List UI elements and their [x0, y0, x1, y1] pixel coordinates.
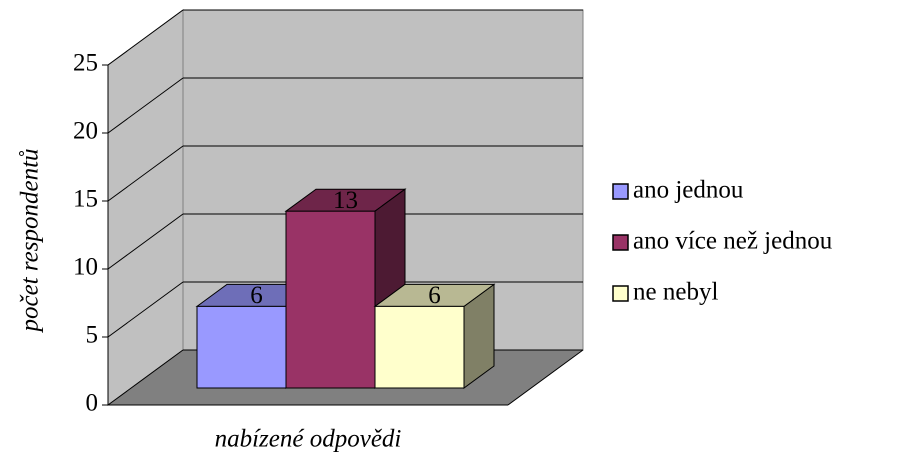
bar	[285, 210, 376, 389]
side-wall	[107, 9, 184, 406]
data-label: 13	[333, 187, 358, 214]
y-axis-label: počet respondentů	[17, 148, 44, 333]
grid-line	[107, 281, 184, 338]
y-tick-label: 10	[73, 254, 98, 281]
legend-swatch	[612, 234, 629, 251]
grid-line	[107, 77, 184, 134]
bar	[196, 305, 287, 389]
legend-swatch	[612, 183, 629, 200]
x-axis-label: nabízené odpovědi	[215, 426, 402, 453]
y-tick-label: 5	[86, 322, 99, 349]
bar	[374, 305, 465, 389]
legend-label: ano více než jednou	[633, 228, 833, 255]
axis-edge	[507, 349, 584, 406]
grid-line	[107, 213, 184, 270]
legend-label: ano jednou	[633, 177, 744, 204]
y-tick-label: 15	[73, 186, 98, 213]
legend-label: ne nebyl	[633, 279, 718, 306]
legend-swatch	[612, 285, 629, 302]
y-tick-label: 20	[73, 118, 98, 145]
y-tick-label: 25	[73, 50, 98, 77]
grid-line	[107, 9, 184, 66]
data-label: 6	[428, 282, 441, 309]
y-tick-label: 0	[86, 390, 99, 417]
grid-line	[107, 145, 184, 202]
data-label: 6	[250, 282, 263, 309]
grid-line	[107, 349, 184, 406]
